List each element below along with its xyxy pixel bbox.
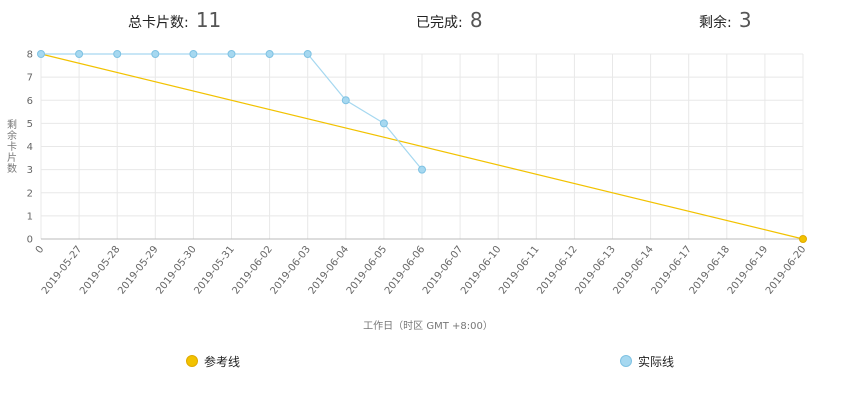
reference-point xyxy=(799,235,807,243)
y-axis-title-char: 片 xyxy=(7,151,17,164)
actual-point xyxy=(75,50,84,58)
y-tick-label: 4 xyxy=(27,142,33,153)
legend-item-actual[interactable]: 实际线 xyxy=(620,352,674,370)
x-tick-label: 2019-06-20 xyxy=(764,244,808,297)
stat-total: 总卡片数: 11 xyxy=(128,8,221,35)
actual-point xyxy=(113,50,122,58)
stat-remaining-value: 3 xyxy=(738,8,752,32)
legend-reference-label: 参考线 xyxy=(204,354,241,369)
actual-point xyxy=(418,165,426,174)
y-axis-title-char: 余 xyxy=(7,129,17,142)
stat-remaining-label: 剩余: xyxy=(699,15,732,31)
actual-point xyxy=(379,119,388,128)
actual-point xyxy=(189,50,198,58)
legend-reference-swatch-icon xyxy=(186,355,198,367)
actual-point xyxy=(341,96,350,105)
y-tick-label: 8 xyxy=(27,50,33,61)
y-axis-title-char: 剩 xyxy=(7,118,17,131)
actual-point xyxy=(265,50,274,58)
stat-total-value: 11 xyxy=(195,8,222,32)
y-tick-label: 3 xyxy=(27,165,33,176)
stat-completed-value: 8 xyxy=(469,8,483,32)
y-tick-label: 1 xyxy=(27,211,33,222)
actual-point xyxy=(303,50,312,58)
y-axis-title-char: 数 xyxy=(7,162,17,175)
stat-total-label: 总卡片数: xyxy=(128,15,189,31)
stat-completed: 已完成: 8 xyxy=(416,8,483,35)
x-axis-title: 工作日（时区 GMT +8:00） xyxy=(363,320,493,332)
legend-item-reference[interactable]: 参考线 xyxy=(186,352,240,370)
actual-point xyxy=(151,50,160,58)
y-tick-label: 5 xyxy=(27,119,33,130)
y-tick-label: 2 xyxy=(27,188,33,199)
y-axis-title-char: 卡 xyxy=(7,140,17,153)
y-tick-label: 6 xyxy=(27,96,33,107)
actual-point xyxy=(227,50,236,58)
series-reference-line xyxy=(40,53,804,240)
stat-remaining: 剩余: 3 xyxy=(699,8,752,35)
stat-completed-label: 已完成: xyxy=(416,15,463,31)
x-tick-label: 0 xyxy=(34,244,47,256)
legend-actual-swatch-icon xyxy=(620,355,632,367)
y-tick-label: 0 xyxy=(27,235,33,246)
y-tick-label: 7 xyxy=(27,73,33,84)
summary-stats: 总卡片数: 11 已完成: 8 剩余: 3 xyxy=(0,0,851,40)
burndown-chart: 01234567802019-05-272019-05-282019-05-29… xyxy=(7,50,808,333)
actual-point xyxy=(37,50,45,58)
legend-actual-label: 实际线 xyxy=(638,354,675,369)
